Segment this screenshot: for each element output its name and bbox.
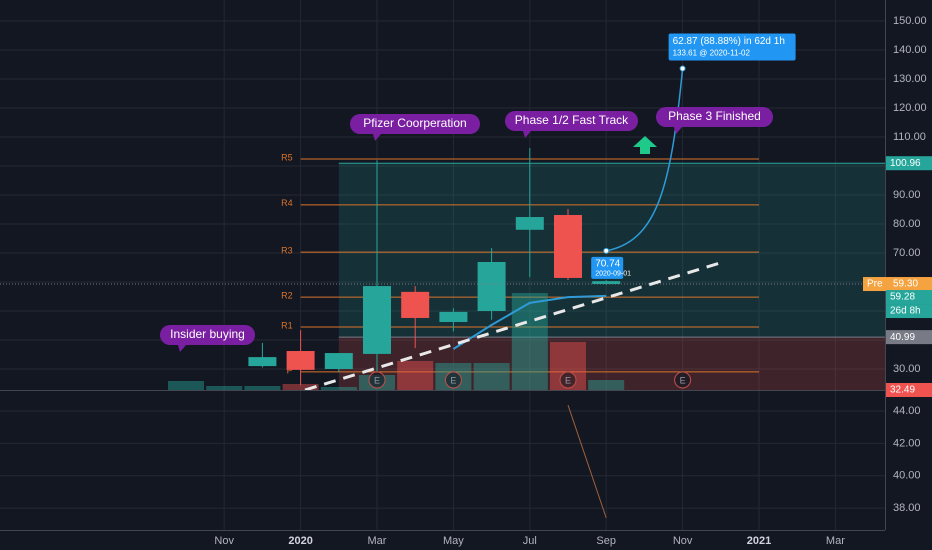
loss-zone [338,337,885,390]
main-pane: R5 R4 R3 R2 R1 P E E E E 70.74 2020-09-01 62.87 (88.… [0,0,885,390]
annotation-bubble [160,325,255,352]
y-tick-label: 30.00 [893,363,921,375]
volume-bar [206,386,243,390]
y-tick-label: 42.00 [893,437,921,449]
earnings-label: E [565,375,571,385]
x-tick-label: Jul [523,535,537,547]
y-tick-label: 44.00 [893,405,921,417]
annotation-text: Pfizer Coorperation [363,116,466,130]
candle-body [363,286,391,354]
candle-body [286,351,315,370]
annotation-text: Insider buying [170,327,245,341]
entry-tag: 40.99 [890,332,915,343]
x-tick-label: Mar [368,535,387,547]
annotation-bubble [505,111,638,138]
volume-bar [320,387,357,390]
x-tick-label: May [443,535,464,547]
x-tick-label: Nov [214,535,234,547]
close-tag: 59.28 [890,292,915,303]
last-tag-bg [863,277,932,292]
candle-body [554,215,582,278]
y-tick-label: 130.00 [893,73,927,85]
y-tick-label: 38.00 [893,502,921,514]
volume-bar [244,386,281,390]
x-tick-label: Nov [673,535,693,547]
y-tick-label: 80.00 [893,218,921,230]
projection-end [679,65,686,72]
candle-body [592,281,621,285]
y-tick-label: 70.00 [893,247,921,259]
close-tag-bg [886,290,932,305]
projection-start [603,247,610,254]
y-tick-label: 90.00 [893,189,921,201]
moving-average [452,294,607,350]
annotation-text: Phase 3 Finished [668,109,761,123]
projection-end-label: 62.87 (88.88%) in 62d 1h [673,36,785,47]
earnings-marker [368,371,386,389]
earnings-marker [444,371,462,389]
candle-body [439,311,468,323]
earnings-label: E [680,375,686,385]
pivot-label: R4 [281,198,293,208]
earnings-label: E [374,375,380,385]
candle-body [324,353,353,370]
annotation-bubble [656,107,773,134]
x-tick-label: Mar [826,535,845,547]
pivot-label: R3 [281,246,293,256]
x-tick-label: 2020 [288,535,312,547]
trend-line [304,261,721,390]
pivot-label: R2 [281,290,293,300]
x-tick-label: Sep [596,535,616,547]
x-tick-label: 2021 [747,535,771,547]
target-tag: 100.96 [890,158,921,169]
earnings-marker [674,371,692,389]
projection-end-text: 133.61 @ 2020-11-02 [673,49,751,58]
annotation-text: Phase 1/2 Fast Track [515,113,629,127]
stop-tag: 32.49 [890,385,915,396]
volume-bar [588,380,625,390]
projection-start-label: 70.74 [595,258,620,269]
volume-bar [511,293,548,390]
last-price-tag: 59.30 [893,279,918,290]
projection-start-date: 2020-09-01 [595,271,631,278]
pivot-label: R5 [281,152,293,162]
candle-body [401,291,430,318]
stop-tag-bg [886,383,932,397]
candle-body [248,357,277,367]
y-tick-label: 120.00 [893,102,927,114]
last-tag: Pre [867,279,883,290]
countdown-tag: 26d 8h [890,306,921,317]
annotation-bubble [350,114,480,141]
projection-end-box [668,33,796,61]
up-arrow [633,136,657,154]
volume-bar [168,381,204,390]
volume-bar [282,384,319,390]
lower-line [567,404,607,519]
earnings-label: E [450,375,456,385]
y-tick-label: 110.00 [893,131,926,143]
candle-body [477,261,506,312]
y-tick-label: 40.00 [893,470,921,482]
pivot-label: R1 [281,320,293,330]
volume-bar [397,361,434,390]
target-tag-bg [886,156,932,171]
pivot-label: P [287,365,293,375]
volume-bar [473,363,510,390]
entry-tag-bg [886,330,932,345]
y-tick-label: 150.00 [893,15,927,27]
candle-body [515,217,544,230]
y-tick-label: 140.00 [893,44,927,56]
earnings-marker [559,371,577,389]
projection-start-box [591,256,624,279]
countdown-tag-bg [886,304,932,319]
